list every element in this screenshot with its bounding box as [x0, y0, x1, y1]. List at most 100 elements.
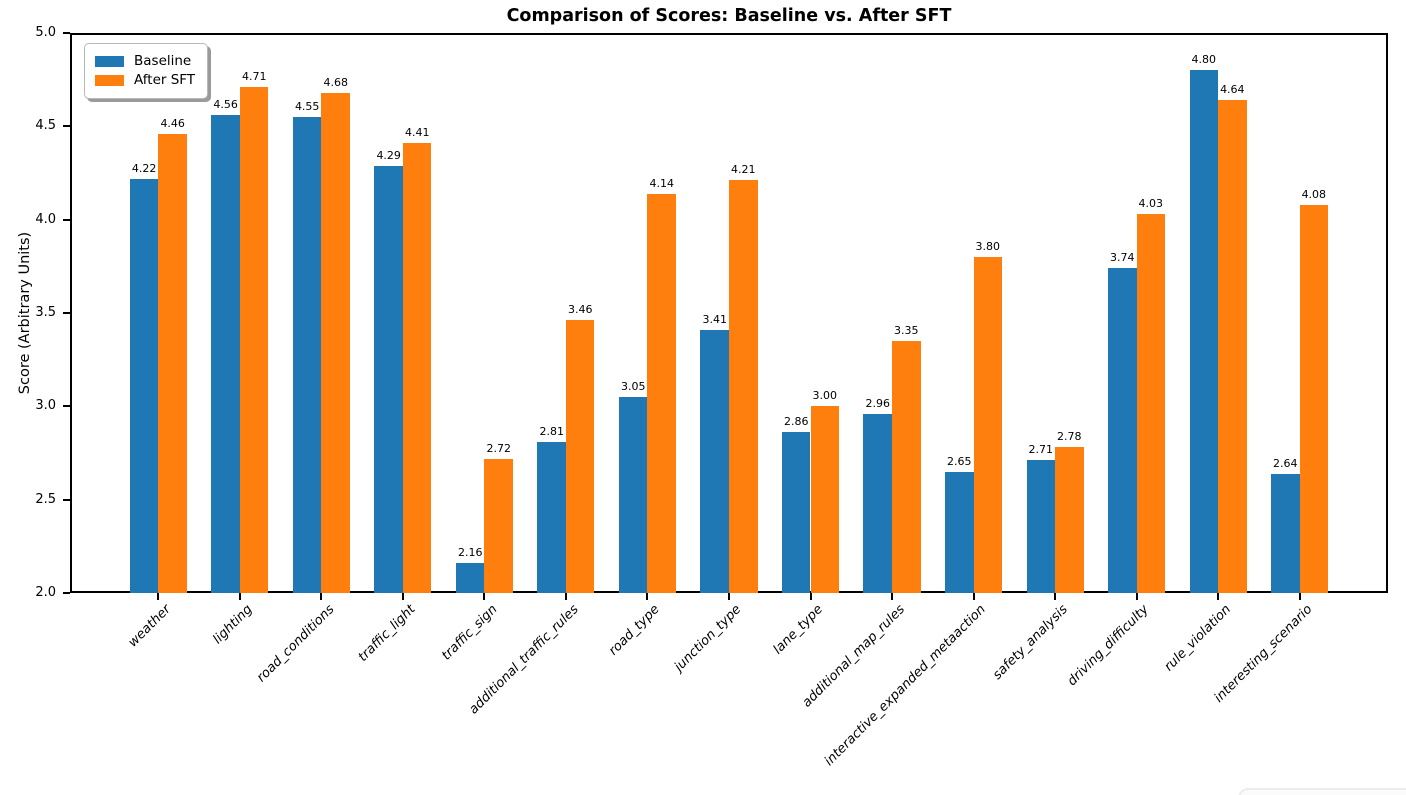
bar-after-sft-road_conditions: [321, 92, 350, 593]
bar-value-label: 4.21: [731, 163, 756, 177]
bar-value-label: 3.35: [894, 324, 919, 337]
bar-after-sft-road_type: [647, 193, 676, 593]
x-tick-label: weather: [125, 602, 175, 651]
bar-baseline-safety_analysis: [1026, 460, 1056, 593]
y-tick-mark: [63, 32, 70, 34]
legend-swatch-after-sft: [95, 75, 124, 86]
y-tick-label: 3.0: [35, 398, 56, 414]
bar-baseline-lighting: [211, 115, 240, 593]
bar-value-label: 3.00: [812, 389, 838, 403]
x-tick-label: road_conditions: [253, 602, 338, 686]
bar-baseline-weather: [129, 178, 159, 593]
x-tick-mark: [1298, 593, 1301, 600]
bar-after-sft-traffic_light: [402, 143, 432, 593]
bar-after-sft-interactive_expanded_metaaction: [973, 257, 1003, 593]
x-tick-mark: [401, 593, 404, 600]
bar-after-sft-rule_violation: [1218, 100, 1247, 593]
bar-baseline-interesting_scenario: [1271, 473, 1300, 593]
bar-value-label: 2.96: [865, 396, 891, 410]
bar-value-label: 4.80: [1191, 53, 1217, 67]
bar-after-sft-lighting: [239, 87, 269, 593]
bar-value-label: 3.46: [567, 303, 593, 317]
bar-baseline-road_type: [618, 397, 648, 593]
x-tick-mark: [1135, 593, 1138, 600]
bar-value-label: 4.71: [241, 70, 267, 84]
bar-baseline-traffic_light: [374, 165, 403, 593]
bar-baseline-interactive_expanded_metaaction: [944, 471, 974, 593]
x-tick-label: junction_type: [671, 602, 745, 675]
y-tick-mark: [63, 592, 70, 594]
bar-after-sft-additional_traffic_rules: [565, 320, 595, 593]
y-tick-mark: [63, 312, 70, 314]
bar-value-label: 4.29: [376, 148, 401, 162]
legend-label: After SFT: [134, 72, 196, 88]
legend-label: Baseline: [134, 53, 192, 69]
bar-value-label: 2.65: [947, 454, 972, 468]
legend-item-baseline: Baseline: [95, 53, 195, 70]
x-tick-label: safety_analysis: [989, 602, 1071, 683]
bar-after-sft-driving_difficulty: [1136, 214, 1166, 593]
y-tick-label: 4.0: [35, 211, 56, 227]
x-tick-mark: [809, 593, 812, 600]
bar-value-label: 2.86: [783, 415, 809, 429]
bar-value-label: 2.16: [457, 546, 483, 560]
bar-value-label: 3.80: [975, 240, 1001, 253]
bar-after-sft-junction_type: [729, 180, 758, 593]
y-tick-mark: [63, 498, 70, 501]
bar-value-label: 4.22: [131, 161, 157, 175]
bar-baseline-additional_map_rules: [863, 413, 892, 593]
bar-value-label: 4.56: [213, 98, 238, 112]
bar-value-label: 3.05: [620, 380, 646, 393]
bar-value-label: 2.64: [1273, 456, 1298, 470]
bar-value-label: 3.41: [702, 312, 727, 326]
bar-baseline-traffic_sign: [455, 563, 485, 593]
x-tick-label: driving_difficulty: [1065, 602, 1153, 690]
bar-baseline-driving_difficulty: [1108, 268, 1137, 593]
x-tick-label: traffic_sign: [438, 602, 501, 664]
x-tick-mark: [1217, 593, 1220, 600]
x-tick-label: rule_violation: [1161, 602, 1234, 675]
x-tick-mark: [891, 593, 894, 600]
y-tick-mark: [63, 125, 70, 128]
bar-after-sft-interesting_scenario: [1299, 204, 1329, 593]
y-tick-label: 3.5: [35, 305, 56, 320]
bar-baseline-road_conditions: [292, 117, 322, 593]
bar-value-label: 4.46: [160, 116, 185, 130]
bar-after-sft-safety_analysis: [1055, 447, 1084, 593]
bar-value-label: 2.81: [539, 424, 564, 438]
x-tick-mark: [1054, 593, 1057, 600]
bar-baseline-junction_type: [700, 329, 729, 593]
x-tick-mark: [320, 593, 323, 600]
bar-baseline-rule_violation: [1189, 70, 1219, 593]
bar-value-label: 4.03: [1138, 197, 1164, 211]
bar-value-label: 2.78: [1057, 430, 1082, 444]
y-tick-label: 2.5: [35, 491, 56, 507]
bar-value-label: 2.72: [486, 441, 511, 455]
corner-overlay-fragment: [1238, 788, 1406, 795]
bar-value-label: 3.74: [1110, 251, 1135, 265]
x-tick-mark: [728, 593, 730, 600]
bar-after-sft-lane_type: [810, 406, 840, 593]
x-tick-label: road_type: [606, 602, 664, 659]
x-tick-mark: [972, 593, 975, 600]
legend-swatch-baseline: [95, 56, 124, 67]
bar-after-sft-weather: [158, 133, 187, 593]
bar-after-sft-traffic_sign: [484, 458, 513, 593]
x-tick-label: traffic_light: [355, 602, 419, 665]
x-tick-mark: [238, 593, 241, 600]
chart-title: Comparison of Scores: Baseline vs. After…: [506, 6, 952, 26]
y-tick-label: 4.5: [35, 118, 56, 134]
y-tick-mark: [63, 405, 70, 408]
bar-value-label: 4.41: [404, 126, 430, 140]
x-tick-mark: [157, 593, 160, 600]
y-tick-label: 2.0: [35, 585, 56, 600]
y-tick-mark: [63, 218, 70, 221]
x-tick-mark: [564, 593, 567, 600]
bar-value-label: 4.68: [323, 75, 348, 89]
bar-after-sft-additional_map_rules: [892, 341, 921, 593]
bar-value-label: 4.55: [294, 100, 320, 113]
bar-value-label: 2.71: [1028, 443, 1054, 457]
bar-baseline-lane_type: [781, 432, 811, 593]
x-tick-label: interactive_expanded_metaaction: [822, 602, 990, 770]
